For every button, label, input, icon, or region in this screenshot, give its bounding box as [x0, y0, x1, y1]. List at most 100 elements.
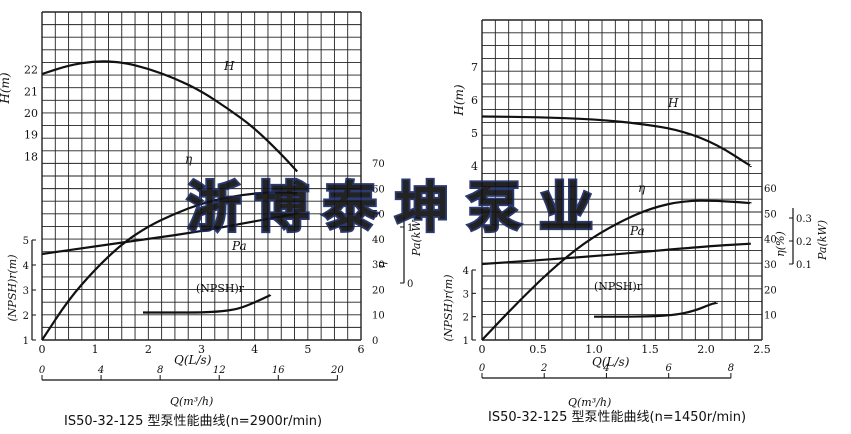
series-label-pa: Pa: [629, 224, 645, 238]
eta-tick-label: 30: [372, 260, 385, 271]
pa-tick-label: 1: [407, 223, 413, 234]
eta-tick-label: 20: [764, 285, 777, 296]
series-label-eta: η: [638, 181, 646, 195]
pa-tick-label: 0.1: [796, 260, 812, 271]
pa-axis-label: Pa(kW): [816, 220, 829, 261]
x2-tick-label: 6: [665, 363, 672, 374]
h-tick-label: 21: [24, 85, 38, 98]
npsh-tick-label: 2: [463, 313, 469, 324]
h-tick-label: 7: [471, 61, 478, 74]
x-tick-label: 1.5: [641, 343, 659, 356]
x-tick-label: 2: [145, 343, 152, 356]
x-axis-label: Q(L/s): [592, 355, 630, 369]
pa-axis-label: Pa(kW): [410, 216, 423, 257]
npsh-tick-label: 2: [23, 311, 29, 322]
watermark: 浙博泰坤泵业: [185, 174, 595, 241]
h-tick-label: 22: [24, 64, 38, 77]
h-axis-label: H(m): [0, 72, 12, 105]
eta-tick-label: 40: [764, 235, 777, 246]
eta-tick-label: 10: [764, 311, 777, 322]
eta-tick-label: 50: [764, 209, 777, 220]
h-tick-label: 4: [471, 160, 478, 173]
h-tick-label: 6: [471, 94, 478, 107]
x-axis-label: Q(L/s): [174, 353, 212, 367]
npsh-tick-label: 4: [23, 261, 29, 272]
npsh-axis-label: (NPSH)r(m): [442, 274, 455, 341]
x-tick-label: 2.0: [697, 343, 715, 356]
npsh-tick-label: 4: [463, 266, 469, 277]
series-label-eta: η: [185, 152, 193, 166]
series-label-npsh: (NPSH)r: [594, 280, 643, 293]
x2-tick-label: 4: [97, 365, 104, 376]
watermark-char: 泰: [323, 176, 378, 239]
x2-tick-label: 0: [479, 363, 486, 374]
npsh-tick-label: 3: [23, 286, 29, 297]
eta-tick-label: 30: [764, 260, 777, 271]
h-tick-label: 5: [471, 127, 478, 140]
npsh-tick-label: 3: [463, 289, 469, 300]
series-label-pa: Pa: [231, 239, 247, 253]
pa-tick-label: 0: [407, 279, 413, 290]
caption-2900: IS50-32-125 型泵性能曲线(n=2900r/min): [64, 414, 323, 429]
eta-axis-label: η: [375, 261, 388, 268]
x2-tick-label: 0: [39, 365, 46, 376]
eta-tick-label: 0: [372, 336, 378, 347]
eta-tick-label: 40: [372, 235, 385, 246]
watermark-char: 浙: [187, 176, 241, 239]
eta-tick-label: 60: [372, 184, 385, 195]
eta-tick-label: 50: [372, 210, 385, 221]
x2-tick-label: 4: [602, 363, 609, 374]
x-tick-label: 1.0: [585, 343, 603, 356]
x2-tick-label: 8: [157, 365, 163, 376]
eta-tick-label: 20: [372, 285, 385, 296]
eta-axis-label: η(%): [774, 231, 787, 257]
chart-2900: 0 1 2 3 4 5 6Q(L/s)0 4 8 12 16 20Q(m³/h)1819202122H…: [0, 11, 423, 408]
eta-tick-label: 70: [372, 159, 385, 170]
series-line-H: [41, 60, 299, 173]
series-line-H: [481, 115, 752, 168]
x-tick-label: 0.5: [529, 343, 547, 356]
caption-1450: IS50-32-125 型泵性能曲线(n=1450r/min): [488, 410, 747, 425]
series-line-npsh: [594, 301, 719, 318]
series-line-eta: [481, 242, 751, 266]
x2-tick-label: 12: [213, 365, 226, 376]
x-tick-label: 4: [251, 343, 258, 356]
x-tick-label: 2.5: [753, 343, 771, 356]
x2-tick-label: 20: [330, 365, 344, 376]
watermark-char: 业: [539, 176, 593, 239]
h-tick-label: 18: [24, 150, 38, 163]
x2-axis-label: Q(m³/h): [568, 396, 611, 409]
pa-tick-label: 0.3: [796, 214, 812, 225]
series-line-eta: [41, 212, 298, 256]
x-tick-label: 0: [39, 343, 46, 356]
h-axis-label: H(m): [452, 84, 466, 117]
x-tick-label: 1: [92, 343, 99, 356]
chart-1450: 0 0.5 1.0 1.5 2.0 2.5 Q(L/s) 0 2 4 6 8 Q(m³/h) 4 5 6 7 H(…: [442, 19, 829, 409]
watermark-char: 博: [255, 176, 309, 239]
series-label-h: H: [223, 59, 235, 73]
x2-tick-label: 8: [728, 363, 734, 374]
series-line-eta: [481, 199, 752, 341]
x2-tick-label: 2: [540, 363, 547, 374]
x2-tick-label: 16: [272, 365, 285, 376]
eta-tick-label: 60: [764, 184, 777, 195]
npsh-tick-label: 1: [463, 336, 469, 347]
eta-tick-label: 10: [372, 311, 385, 322]
x2-axis-label: Q(m³/h): [170, 395, 213, 408]
pa-tick-label: 0.2: [796, 237, 812, 248]
watermark-char: 坤: [395, 176, 449, 239]
watermark-char: 泵: [467, 176, 521, 239]
h-tick-label: 20: [24, 107, 38, 120]
series-label-npsh: (NPSH)r: [196, 282, 245, 295]
series-line-npsh: [143, 294, 272, 314]
npsh-tick-label: 5: [23, 236, 29, 247]
npsh-tick-label: 1: [23, 336, 29, 347]
x-tick-label: 0: [479, 343, 486, 356]
h-tick-label: 19: [24, 129, 38, 142]
series-line-eta: [41, 191, 298, 341]
npsh-axis-label: (NPSH)r(m): [6, 254, 19, 321]
x-tick-label: 3: [198, 343, 205, 356]
x-tick-label: 5: [304, 343, 311, 356]
x-tick-label: 6: [358, 343, 365, 356]
